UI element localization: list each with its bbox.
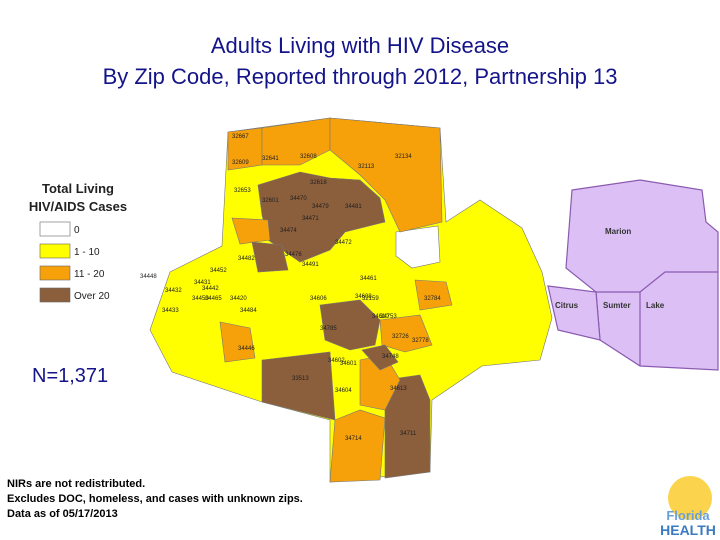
zip-label: 34785	[320, 326, 337, 332]
legend-label: 1 - 10	[74, 247, 100, 258]
logo-sun	[668, 476, 712, 520]
zip-label: 34461	[360, 276, 377, 282]
zip-label: 32608	[300, 154, 317, 160]
legend-swatch	[39, 221, 71, 237]
legend: Total Living HIV/AIDS Cases 0 1 - 10 11 - …	[29, 181, 127, 303]
logo: Florida HEALTH	[660, 476, 716, 538]
region-white	[395, 225, 441, 269]
county-line	[639, 271, 718, 293]
county-label: Sumter	[603, 301, 631, 310]
zip-label: 34613	[390, 386, 407, 392]
zip-label: 32601	[262, 198, 279, 204]
zip-label: 32667	[232, 134, 249, 140]
zip-label: 34491	[302, 262, 319, 268]
zip-label: 34711	[400, 431, 417, 437]
legend-title: HIV/AIDS Cases	[29, 199, 127, 214]
zip-label: 34474	[280, 228, 297, 234]
legend-swatch	[39, 287, 71, 303]
region-brown	[319, 299, 381, 351]
region-brown	[361, 344, 399, 371]
zip-label: 34420	[230, 296, 247, 302]
zip-label: 34476	[285, 252, 302, 258]
region-orange	[379, 314, 433, 353]
logo-text: HEALTH	[660, 522, 716, 538]
zip-label: 34465	[205, 296, 222, 302]
zip-label: 34602	[328, 358, 345, 364]
zip-label: 34452	[210, 268, 227, 274]
region-orange	[414, 279, 453, 311]
region-brown	[251, 241, 289, 273]
region-orange	[219, 321, 256, 363]
zip-label: 34470	[290, 196, 307, 202]
zip-label: 34442	[202, 286, 219, 292]
zip-label: 34481	[345, 204, 362, 210]
zip-label: 34482	[238, 256, 255, 262]
note: Excludes DOC, homeless, and cases with u…	[7, 493, 303, 505]
zip-label: 34748	[382, 354, 399, 360]
county-shape	[547, 285, 601, 341]
zip-label: 32726	[392, 334, 409, 340]
zip-label: 34753	[380, 314, 397, 320]
legend-title: Total Living	[42, 181, 114, 196]
region-orange	[329, 117, 443, 233]
zip-label: 34450	[192, 296, 209, 302]
county-label: Marion	[605, 227, 631, 236]
zip-label: 32641	[262, 156, 279, 162]
zip-label: 32618	[310, 180, 327, 186]
region-brown	[261, 351, 336, 421]
zip-label: 34714	[345, 436, 362, 442]
zip-label: 34446	[238, 346, 255, 352]
legend-swatch	[39, 243, 71, 259]
zip-label: 32113	[358, 164, 375, 170]
legend-label: 0	[74, 225, 80, 236]
legend-swatch	[39, 265, 71, 281]
county-label: Citrus	[555, 301, 579, 310]
zip-label: 34604	[335, 388, 352, 394]
zip-label: 34606	[310, 296, 327, 302]
zip-label: 33513	[292, 376, 309, 382]
case-total: N=1,371	[32, 365, 108, 387]
zip-label: 34433	[162, 308, 179, 314]
zip-label: 32653	[234, 188, 251, 194]
legend-label: 11 - 20	[74, 269, 105, 280]
zip-label: 32784	[424, 296, 441, 302]
zip-label: 34610	[372, 314, 389, 320]
zip-label: 34471	[302, 216, 319, 222]
neighbor-counties	[547, 179, 719, 371]
region-orange	[231, 217, 271, 245]
partnership-map	[149, 117, 553, 483]
zip-label: 32609	[232, 160, 249, 166]
zip-label: 34432	[165, 288, 182, 294]
zip-label: 34601	[340, 361, 357, 367]
region-brown	[384, 374, 431, 479]
zip-label: 34608	[355, 294, 372, 300]
logo-text: Florida	[666, 508, 710, 523]
note: NIRs are not redistributed.	[7, 478, 145, 490]
region-orange	[329, 409, 386, 483]
zip-label: 34484	[240, 308, 257, 314]
county-shape	[565, 179, 719, 371]
zip-label: 34431	[194, 280, 211, 286]
zip-label: 32778	[412, 338, 429, 344]
title-line: By Zip Code, Reported through 2012, Part…	[103, 64, 618, 89]
zip-label: 32134	[395, 154, 412, 160]
zip-label: 34448	[140, 274, 157, 280]
zip-label: 34479	[312, 204, 329, 210]
county-label: Lake	[646, 301, 665, 310]
region-orange	[261, 117, 331, 166]
legend-label: Over 20	[74, 291, 110, 302]
note: Data as of 05/17/2013	[7, 508, 118, 520]
zip-label: 34472	[335, 240, 352, 246]
title-line: Adults Living with HIV Disease	[211, 33, 509, 58]
zip-label: 32159	[362, 296, 379, 302]
